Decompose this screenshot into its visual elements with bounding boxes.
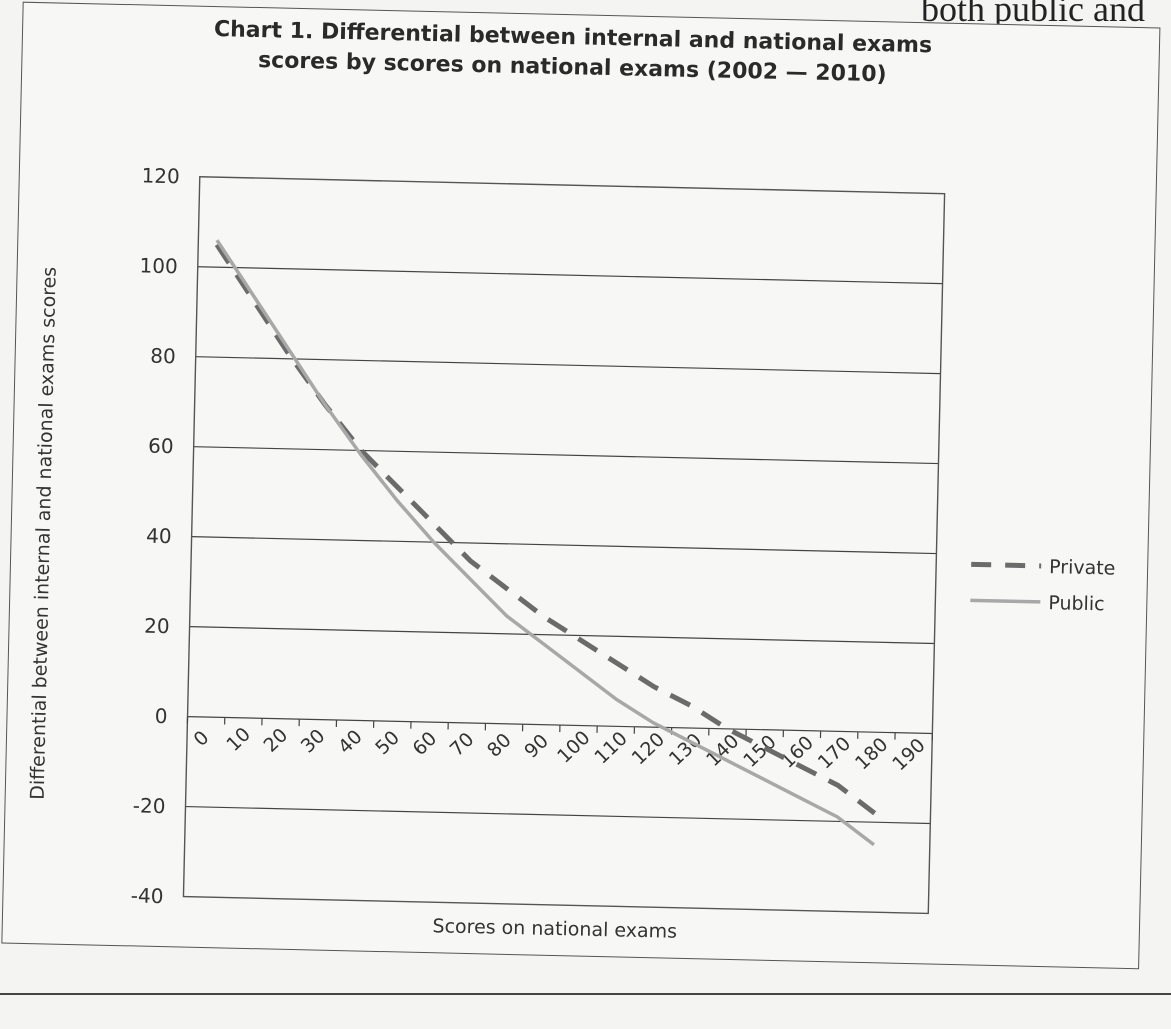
x-tick-label: 190 [888,734,929,775]
x-axis-label: Scores on national exams [432,915,677,943]
y-axis-label: Differential between internal and nation… [27,267,61,800]
y-tick-label: 120 [141,163,180,188]
y-tick-label: -20 [133,793,166,818]
legend-swatch-public [970,600,1040,602]
legend: Private Public [970,554,1116,615]
legend-label-public: Public [1048,592,1105,615]
legend-swatch-private [971,564,1041,566]
y-tick-label: 20 [144,614,170,639]
gridline-3 [194,447,939,464]
gridline-4 [192,537,937,554]
x-tick-label: 30 [297,725,330,758]
x-tick-label: 60 [409,727,442,760]
x-tick-label: 80 [483,729,516,762]
x-tick-label: 90 [520,730,553,763]
x-tick-label: 130 [665,729,706,770]
x-tick-label: 170 [814,733,855,774]
y-tick-label: 40 [146,524,172,549]
gridline-2 [196,357,941,374]
x-tick-label: 40 [334,726,367,759]
x-tick-label: 0 [189,727,213,751]
y-axis-ticks: 120 100 80 60 40 20 0 -20 -40 [125,163,180,908]
gridline-1 [198,267,943,284]
x-tick-label: 10 [222,723,255,756]
chart-container: Chart 1. Differential between internal a… [1,2,1160,970]
x-tick-label: 180 [851,733,892,774]
legend-label-private: Private [1049,556,1116,579]
y-tick-label: 80 [150,344,176,369]
y-tick-label: -40 [131,883,164,908]
x-tick-label: 70 [446,728,479,761]
x-tick-label: 20 [260,724,293,757]
y-tick-label: 100 [139,253,178,278]
series-line-private [204,245,887,814]
page-rule [0,993,1171,995]
y-tick-label: 0 [155,704,168,728]
x-tick-label: 100 [553,727,594,768]
y-tick-label: 60 [148,434,174,459]
x-tick-label: 120 [628,728,669,769]
x-tick-label: 110 [590,728,631,769]
x-tick-label: 50 [371,727,404,760]
